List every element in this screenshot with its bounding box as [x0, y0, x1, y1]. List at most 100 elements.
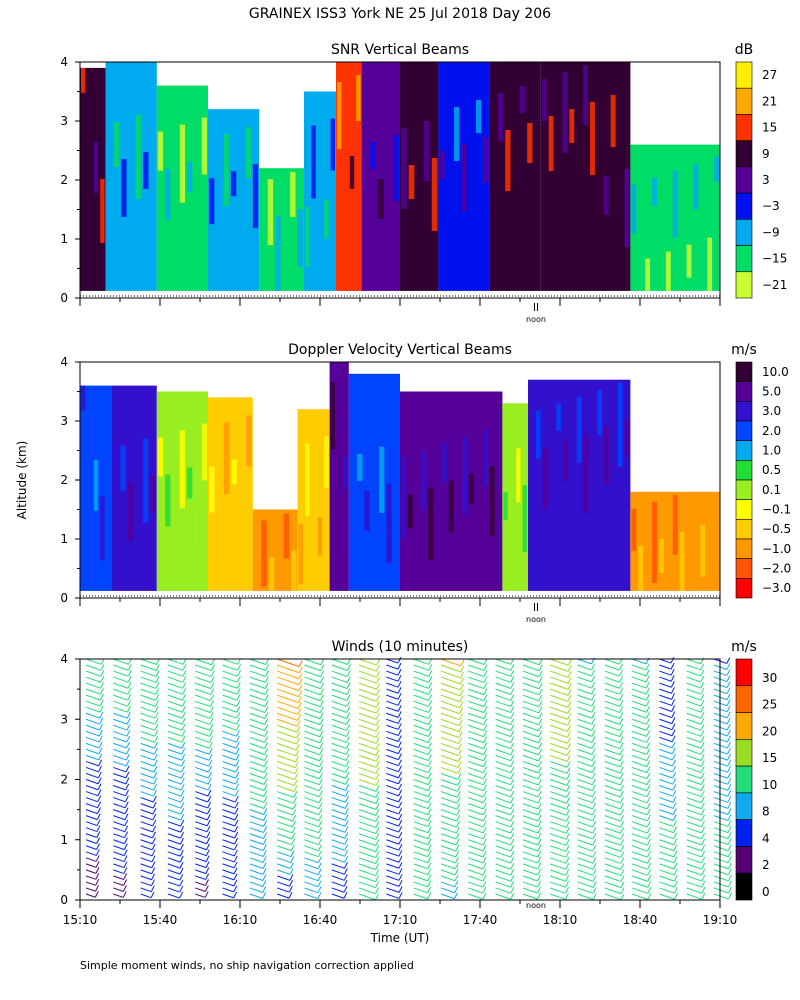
wind-barb	[413, 779, 429, 786]
wind-barb	[249, 700, 266, 707]
wind-barb	[140, 869, 152, 875]
wind-barb-flag	[482, 850, 487, 858]
wind-barb-flag	[233, 885, 238, 893]
wind-barb	[440, 706, 460, 715]
wind-barb-flag	[291, 826, 296, 834]
colorbar-swatch	[735, 538, 753, 559]
wind-barb-flag	[182, 670, 187, 677]
wind-barb-flag	[700, 754, 705, 761]
wind-barb	[140, 857, 153, 863]
wind-barb-flag	[98, 741, 103, 749]
colorbar-label: 8	[762, 805, 770, 819]
wind-barb-flag	[397, 680, 402, 688]
wind-barb	[659, 881, 675, 888]
wind-barb-flag	[345, 742, 350, 749]
wind-barb-flag	[375, 713, 380, 720]
wind-barb-flag	[592, 838, 597, 846]
wind-barb	[413, 760, 429, 768]
wind-barb	[604, 821, 621, 828]
wind-barb-flag	[510, 694, 515, 701]
wind-barb-flag	[263, 760, 268, 767]
wind-barb	[386, 893, 400, 899]
wind-barb	[167, 887, 180, 893]
wind-barb-flag	[181, 753, 186, 761]
wind-barb-flag	[510, 784, 515, 792]
wind-barb	[713, 748, 728, 755]
wind-barb	[222, 821, 236, 827]
wind-barb-flag	[127, 693, 132, 701]
wind-barb-flag	[457, 773, 462, 780]
wind-barb-flag	[618, 663, 623, 671]
heatmap-streak	[512, 167, 518, 241]
wind-barb	[276, 845, 292, 852]
wind-barb	[249, 682, 266, 689]
heatmap-streak	[386, 483, 392, 563]
wind-barb-flag	[671, 693, 675, 700]
wind-barb	[85, 773, 99, 779]
colorbar-label: 2	[762, 858, 770, 872]
wind-barb-flag	[264, 682, 269, 689]
heatmap-streak	[113, 122, 120, 167]
wind-barb-flag	[150, 885, 155, 892]
wind-barb-flag	[345, 754, 350, 761]
wind-barb-flag	[537, 790, 542, 798]
wind-barb-flag	[208, 765, 213, 773]
wind-barb-flag	[673, 844, 678, 852]
wind-barb-flag	[483, 754, 488, 761]
wind-barb	[522, 791, 539, 798]
wind-barb	[249, 887, 263, 893]
wind-barb	[550, 803, 567, 810]
wind-barb	[222, 730, 237, 737]
wind-barb	[550, 694, 569, 702]
wind-barb-flag	[646, 760, 651, 767]
wind-barb-flag	[428, 712, 433, 719]
wind-barb	[495, 688, 511, 695]
wind-barb	[276, 748, 297, 757]
wind-barb-flag	[398, 880, 403, 887]
wind-barb	[550, 869, 566, 876]
wind-barb-flag	[566, 779, 571, 786]
wind-barb-flag	[566, 755, 571, 762]
wind-barb-flag	[127, 676, 132, 683]
wind-barb	[659, 676, 672, 682]
wind-barb-flag	[591, 724, 596, 731]
wind-barb-flag	[375, 785, 380, 792]
heatmap-streak	[150, 475, 156, 513]
wind-barb	[140, 742, 155, 749]
wind-barb-flag	[646, 748, 651, 755]
wind-barb	[304, 785, 320, 792]
wind-barb-flag	[263, 820, 268, 827]
y-tick-label: 4	[60, 355, 68, 369]
wind-barb-flag	[234, 837, 239, 845]
wind-barb	[195, 766, 209, 773]
wind-barb-flag	[482, 844, 487, 852]
wind-barb-flag	[208, 748, 213, 755]
wind-barb	[386, 742, 399, 749]
wind-barb-flag	[262, 844, 267, 851]
wind-barb-flag	[510, 766, 515, 773]
wind-barb	[140, 833, 153, 839]
wind-barb-flag	[206, 825, 211, 833]
wind-barb	[577, 851, 594, 858]
wind-barb	[631, 821, 648, 828]
wind-barb	[249, 779, 265, 785]
colorbar-label: 1.0	[762, 444, 781, 458]
wind-barb	[713, 736, 728, 743]
wind-barb	[276, 839, 292, 846]
wind-barb-flag	[346, 718, 351, 725]
wind-barb	[386, 881, 400, 887]
wind-barb	[577, 857, 594, 864]
wind-barb	[495, 700, 511, 707]
wind-barb-flag	[646, 832, 651, 840]
wind-barb	[358, 821, 376, 829]
wind-barb	[85, 845, 97, 850]
wind-barb-flag	[537, 868, 542, 876]
wind-barb	[222, 712, 237, 719]
heatmap-streak	[135, 115, 142, 199]
heatmap-streak	[645, 258, 651, 291]
wind-barb	[413, 688, 429, 695]
wind-barb	[113, 893, 124, 898]
colorbar-label: 0.5	[762, 463, 781, 477]
wind-barb-flag	[181, 712, 186, 719]
heatmap-streak	[590, 102, 595, 175]
